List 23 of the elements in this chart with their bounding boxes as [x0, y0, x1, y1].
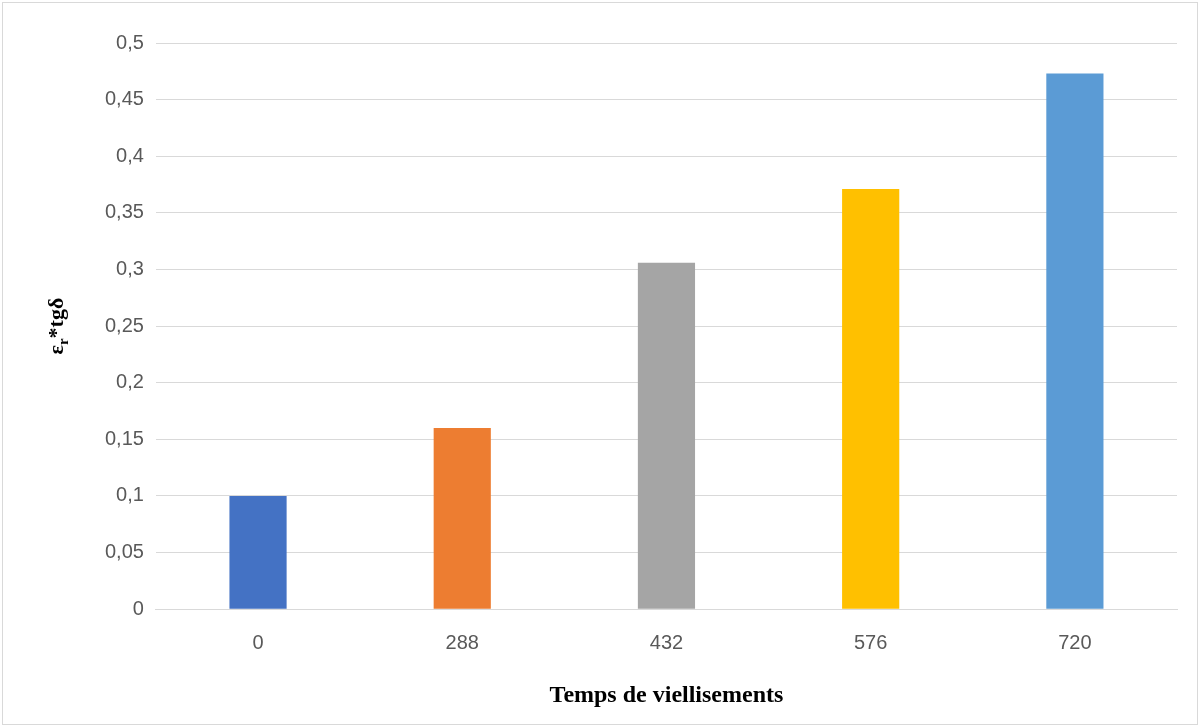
y-tick-label: 0,4	[116, 143, 144, 166]
y-tick-label: 0,3	[116, 257, 144, 279]
bar	[433, 428, 491, 609]
y-tick-label: 0,05	[104, 540, 144, 563]
bar	[842, 189, 900, 609]
y-tick-label: 0,15	[104, 426, 144, 449]
y-tick-label: 0,1	[116, 483, 144, 506]
y-tick-label: 0,45	[104, 87, 144, 110]
y-tick-label: 0,25	[104, 313, 144, 336]
x-tick-label: 432	[649, 630, 684, 653]
bar	[637, 262, 696, 609]
x-tick-label: 288	[445, 630, 479, 653]
x-tick-label: 576	[853, 630, 888, 653]
y-axis-title: εr*tgδ	[43, 297, 71, 355]
bar	[1046, 73, 1104, 609]
bar	[229, 495, 287, 609]
x-axis-title: Temps de viellisements	[549, 680, 784, 707]
x-tick-label: 720	[1058, 630, 1092, 653]
y-tick-label: 0,2	[116, 370, 144, 393]
y-tick-label: 0,5	[116, 30, 144, 53]
x-tick-label: 0	[252, 630, 264, 653]
y-tick-label: 0,35	[104, 200, 144, 223]
y-tick-label: 0	[132, 596, 144, 619]
